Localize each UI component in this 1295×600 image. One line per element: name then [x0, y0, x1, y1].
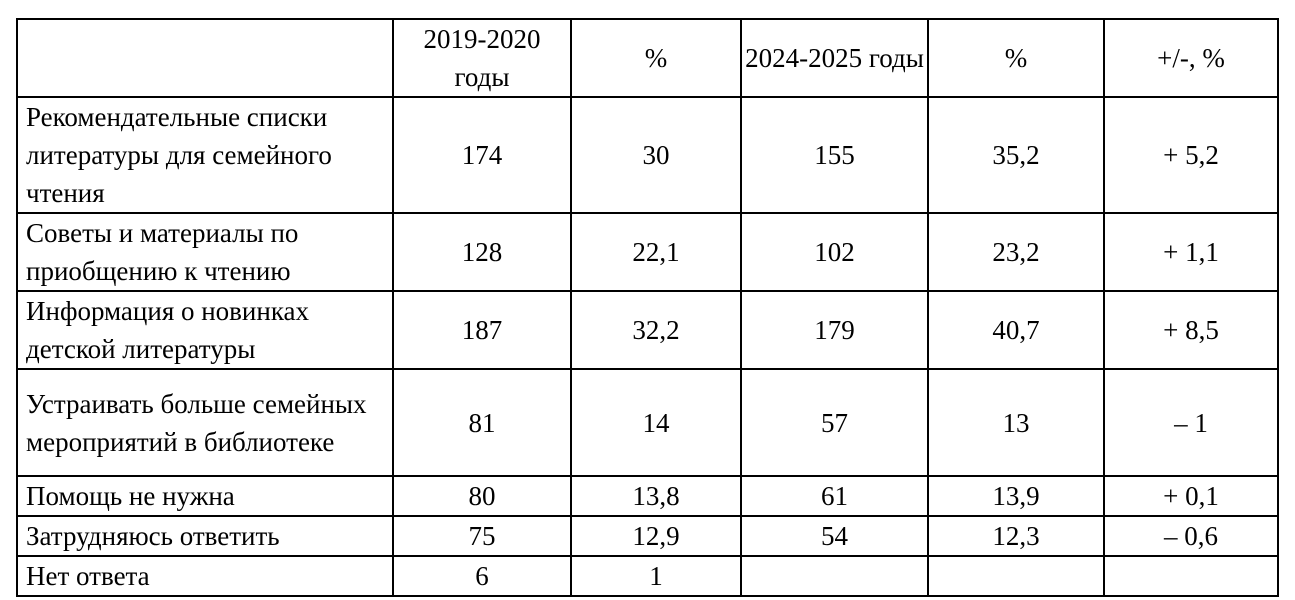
value-cell [927, 555, 1105, 597]
row-label-cell: Затрудняюсь ответить [16, 515, 394, 557]
value-cell: 13,8 [570, 475, 742, 517]
table-row: Информация о новинках детской литературы… [16, 290, 1279, 370]
value-cell: + 8,5 [1103, 290, 1279, 370]
value-cell: 174 [392, 96, 572, 214]
value-cell: 179 [740, 290, 929, 370]
row-label-cell: Рекомендательные списки литературы для с… [16, 96, 394, 214]
value-cell: 81 [392, 368, 572, 477]
row-label-cell: Информация о новинках детской литературы [16, 290, 394, 370]
value-cell: 12,3 [927, 515, 1105, 557]
header-cell-delta: +/-, % [1103, 18, 1279, 98]
value-cell: 23,2 [927, 212, 1105, 292]
table-row: Устраивать больше семейных мероприятий в… [16, 368, 1279, 477]
value-cell: + 1,1 [1103, 212, 1279, 292]
value-cell: – 0,6 [1103, 515, 1279, 557]
value-cell: + 5,2 [1103, 96, 1279, 214]
header-cell-period1: 2019-2020 годы [392, 18, 572, 98]
value-cell: 1 [570, 555, 742, 597]
value-cell [1103, 555, 1279, 597]
value-cell: 54 [740, 515, 929, 557]
header-cell-period2: 2024-2025 годы [740, 18, 929, 98]
value-cell: 40,7 [927, 290, 1105, 370]
value-cell: 187 [392, 290, 572, 370]
row-label-cell: Устраивать больше семейных мероприятий в… [16, 368, 394, 477]
table-row: Нет ответа 6 1 [16, 555, 1279, 597]
header-row: 2019-2020 годы % 2024-2025 годы % +/-, % [16, 18, 1279, 98]
row-label-cell: Нет ответа [16, 555, 394, 597]
value-cell: 75 [392, 515, 572, 557]
table-row: Помощь не нужна 80 13,8 61 13,9 + 0,1 [16, 475, 1279, 517]
header-cell-percent1: % [570, 18, 742, 98]
table-row: Затрудняюсь ответить 75 12,9 54 12,3 – 0… [16, 515, 1279, 557]
table-row: Рекомендательные списки литературы для с… [16, 96, 1279, 214]
value-cell [740, 555, 929, 597]
value-cell: – 1 [1103, 368, 1279, 477]
header-cell-percent2: % [927, 18, 1105, 98]
table-row: Советы и материалы по приобщению к чтени… [16, 212, 1279, 292]
value-cell: 30 [570, 96, 742, 214]
value-cell: 80 [392, 475, 572, 517]
value-cell: 128 [392, 212, 572, 292]
value-cell: 57 [740, 368, 929, 477]
value-cell: 22,1 [570, 212, 742, 292]
row-label-cell: Советы и материалы по приобщению к чтени… [16, 212, 394, 292]
value-cell: 6 [392, 555, 572, 597]
row-label-cell: Помощь не нужна [16, 475, 394, 517]
survey-comparison-table: 2019-2020 годы % 2024-2025 годы % +/-, %… [16, 18, 1279, 597]
value-cell: 35,2 [927, 96, 1105, 214]
value-cell: 102 [740, 212, 929, 292]
header-cell-empty [16, 18, 394, 98]
value-cell: + 0,1 [1103, 475, 1279, 517]
value-cell: 13,9 [927, 475, 1105, 517]
value-cell: 155 [740, 96, 929, 214]
value-cell: 12,9 [570, 515, 742, 557]
value-cell: 13 [927, 368, 1105, 477]
value-cell: 61 [740, 475, 929, 517]
value-cell: 14 [570, 368, 742, 477]
value-cell: 32,2 [570, 290, 742, 370]
